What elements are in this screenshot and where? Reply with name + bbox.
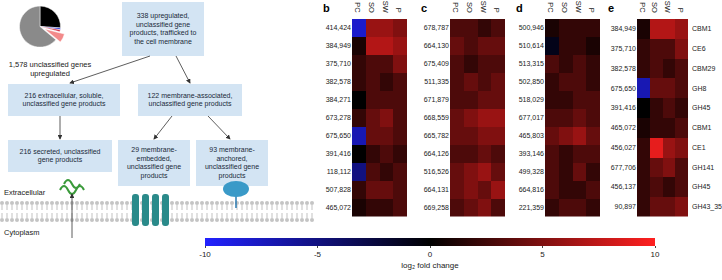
svg-text:90,897: 90,897 <box>615 203 637 210</box>
svg-text:502,850: 502,850 <box>519 78 544 85</box>
svg-text:391,416: 391,416 <box>326 150 351 157</box>
svg-text:PC: PC <box>353 2 362 13</box>
svg-text:516,526: 516,526 <box>424 168 449 175</box>
svg-text:SO: SO <box>367 2 376 13</box>
svg-text:-10: -10 <box>199 250 211 259</box>
svg-text:5: 5 <box>540 250 545 259</box>
svg-text:384,949: 384,949 <box>611 25 636 32</box>
svg-text:375,710: 375,710 <box>326 60 351 67</box>
svg-text:671,879: 671,879 <box>424 96 449 103</box>
svg-text:465,803: 465,803 <box>519 132 544 139</box>
svg-text:PC: PC <box>638 2 647 13</box>
html-text:122 membrane-associated, uncla: 122 membrane-associated, unclassified ge… <box>147 91 233 107</box>
svg-text:GH45: GH45 <box>692 183 710 190</box>
svg-text:CBM1: CBM1 <box>692 124 712 131</box>
svg-text:393,146: 393,146 <box>519 150 544 157</box>
svg-text:673,278: 673,278 <box>326 114 351 121</box>
svg-text:518,029: 518,029 <box>519 96 544 103</box>
svg-text:675,409: 675,409 <box>424 60 449 67</box>
svg-text:SW: SW <box>381 1 390 14</box>
svg-text:664,126: 664,126 <box>424 150 449 157</box>
svg-text:SO: SO <box>560 2 569 13</box>
svg-text:510,614: 510,614 <box>519 42 544 49</box>
html-text:216 extracellular, soluble, un: 216 extracellular, soluble, unclassified… <box>22 91 106 107</box>
svg-text:P: P <box>492 8 501 13</box>
svg-text:SW: SW <box>663 1 672 14</box>
svg-text:391,416: 391,416 <box>611 104 636 111</box>
svg-text:PC: PC <box>451 2 460 13</box>
html-text:338 upregulated, unclassified: 338 upregulated, unclassified gene produ… <box>129 12 197 45</box>
svg-text:465,072: 465,072 <box>611 124 636 131</box>
svg-text:677,017: 677,017 <box>519 114 544 121</box>
svg-text:678,787: 678,787 <box>424 24 449 31</box>
svg-text:GH8: GH8 <box>692 85 707 92</box>
svg-text:664,816: 664,816 <box>519 186 544 193</box>
svg-text:e: e <box>608 2 614 14</box>
svg-text:SO: SO <box>650 2 659 13</box>
svg-text:375,710: 375,710 <box>611 45 636 52</box>
svg-text:P: P <box>394 8 403 13</box>
svg-text:CE1: CE1 <box>692 144 706 151</box>
svg-text:669,258: 669,258 <box>424 204 449 211</box>
html-text:93 membrane-anchored, unclassi: 93 membrane-anchored, unclassified gene … <box>205 146 259 179</box>
svg-text:GH141: GH141 <box>692 164 714 171</box>
svg-text:677,706: 677,706 <box>611 164 636 171</box>
svg-text:664,131: 664,131 <box>424 186 449 193</box>
svg-text:-5: -5 <box>314 250 322 259</box>
svg-text:SO: SO <box>465 2 474 13</box>
html-text:Extracellular: Extracellular <box>4 188 46 197</box>
svg-text:513,315: 513,315 <box>519 60 544 67</box>
svg-text:10: 10 <box>651 250 660 259</box>
svg-text:PC: PC <box>546 2 555 13</box>
svg-text:665,782: 665,782 <box>424 132 449 139</box>
svg-text:SW: SW <box>479 1 488 14</box>
svg-text:221,359: 221,359 <box>519 204 544 211</box>
html-text:29 membrane-embedded, unclassi: 29 membrane-embedded, unclassified gene … <box>127 146 181 179</box>
html-text:216 secreted, unclassified gen: 216 secreted, unclassified gene products <box>19 147 101 163</box>
svg-text:382,578: 382,578 <box>326 78 351 85</box>
svg-text:500,946: 500,946 <box>519 24 544 31</box>
svg-text:511,335: 511,335 <box>424 78 449 85</box>
svg-text:456,137: 456,137 <box>611 183 636 190</box>
html-text:Cytoplasm: Cytoplasm <box>4 228 40 237</box>
svg-text:d: d <box>516 2 523 14</box>
svg-text:382,578: 382,578 <box>611 65 636 72</box>
svg-text:384,271: 384,271 <box>326 96 351 103</box>
svg-text:675,650: 675,650 <box>611 85 636 92</box>
svg-text:465,072: 465,072 <box>326 204 351 211</box>
svg-text:P: P <box>587 8 596 13</box>
svg-text:CBM29: CBM29 <box>692 65 715 72</box>
svg-text:384,949: 384,949 <box>326 42 351 49</box>
html-text:1,578 unclassified genes upreg: 1,578 unclassified genes upregulated <box>8 60 92 78</box>
svg-text:118,112: 118,112 <box>327 168 351 175</box>
svg-text:499,328: 499,328 <box>519 168 544 175</box>
svg-text:CE6: CE6 <box>692 45 706 52</box>
svg-text:CBM1: CBM1 <box>692 25 712 32</box>
svg-text:P: P <box>676 8 685 13</box>
svg-text:SW: SW <box>574 1 583 14</box>
svg-text:668,559: 668,559 <box>424 114 449 121</box>
svg-text:456,027: 456,027 <box>611 144 636 151</box>
svg-text:b: b <box>323 2 330 14</box>
svg-text:c: c <box>421 2 427 14</box>
svg-text:0: 0 <box>428 250 433 259</box>
svg-text:664,130: 664,130 <box>424 42 449 49</box>
svg-text:675,650: 675,650 <box>326 132 351 139</box>
svg-text:GH45: GH45 <box>692 104 710 111</box>
svg-text:507,828: 507,828 <box>326 186 351 193</box>
svg-text:414,424: 414,424 <box>326 24 351 31</box>
svg-text:log₂ fold change: log₂ fold change <box>401 261 459 270</box>
svg-text:GH43_35: GH43_35 <box>692 203 722 211</box>
